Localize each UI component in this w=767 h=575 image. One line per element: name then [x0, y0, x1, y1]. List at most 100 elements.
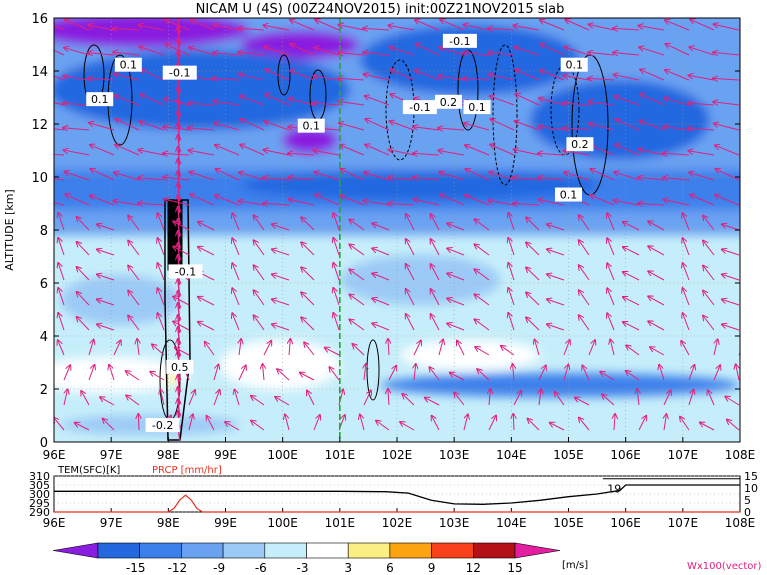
- contour-10: [366, 339, 380, 401]
- wind-vector: [477, 369, 490, 381]
- wind-vector: [402, 394, 415, 406]
- wind-vector: [547, 324, 565, 331]
- wind-vector: [301, 317, 315, 331]
- wind-vector: [198, 222, 215, 231]
- wind-vector: [565, 19, 590, 31]
- wind-vector: [431, 264, 440, 281]
- wind-vector: [254, 315, 265, 331]
- wind-vector: [234, 390, 240, 406]
- wind-vector: [58, 213, 65, 231]
- wind-vector: [190, 194, 215, 206]
- wind-vector: [607, 238, 615, 256]
- wind-vector: [54, 102, 65, 106]
- surface-right-tick-label: 5: [744, 494, 751, 507]
- wind-vector: [275, 397, 290, 406]
- wind-vector: [613, 28, 640, 30]
- surface-x-tick-label: 102E: [382, 516, 413, 530]
- shade-blue-core-2: [360, 25, 580, 95]
- wind-vector: [526, 217, 540, 231]
- wind-vector: [263, 25, 290, 31]
- wind-vector: [349, 319, 365, 331]
- wind-vector: [90, 145, 115, 156]
- wind-vector: [683, 238, 690, 256]
- wind-vector: [637, 389, 639, 406]
- wind-vector: [474, 219, 490, 231]
- wind-vector: [457, 341, 465, 356]
- contour-label: -0.1: [409, 101, 430, 114]
- wind-vector: [138, 414, 139, 431]
- wind-vector: [240, 119, 265, 131]
- wind-vector: [447, 248, 465, 256]
- wind-vector: [54, 75, 65, 81]
- wind-vector: [538, 127, 565, 131]
- wind-vector: [214, 25, 240, 31]
- x-tick-label: 96E: [43, 448, 66, 462]
- wind-vector: [526, 242, 540, 256]
- wind-vector: [315, 194, 340, 206]
- wind-vector: [97, 249, 115, 256]
- wind-vector: [215, 169, 240, 181]
- wind-vector: [414, 364, 416, 381]
- wind-vector: [613, 200, 640, 206]
- wind-vector: [665, 70, 690, 81]
- wind-vector: [550, 423, 565, 431]
- surface-left-tick-label: 300: [29, 488, 50, 501]
- wind-vector: [97, 324, 115, 331]
- wind-vector: [339, 123, 365, 131]
- wind-vector: [615, 119, 640, 131]
- wind-vector: [650, 347, 665, 356]
- wind-vector: [438, 151, 465, 156]
- wind-vector: [109, 365, 115, 381]
- wind-vector: [528, 419, 540, 431]
- wind-vector: [213, 53, 240, 55]
- wind-vector: [198, 247, 215, 256]
- wind-vector: [160, 389, 165, 406]
- wind-vector: [588, 78, 615, 80]
- wind-vector: [363, 28, 390, 30]
- shade-top-purple-3: [282, 126, 338, 154]
- wind-vector: [579, 215, 590, 231]
- wind-vector: [126, 395, 140, 406]
- wind-vector: [289, 339, 290, 356]
- contour-label: -0.1: [169, 67, 190, 80]
- wind-vector: [638, 26, 665, 31]
- wind-vector: [563, 128, 590, 130]
- wind-vector: [232, 213, 240, 231]
- wind-vector: [588, 340, 595, 356]
- colorbar-cell: [389, 542, 432, 559]
- wind-vector: [703, 216, 715, 231]
- wind-vector: [713, 102, 740, 106]
- wind-vector: [535, 340, 540, 356]
- wind-vector: [372, 223, 390, 231]
- surface-x-tick-label: 105E: [553, 516, 584, 530]
- wind-vector: [54, 178, 65, 181]
- wind-vector: [365, 96, 390, 106]
- wind-vector: [680, 417, 690, 431]
- wind-vector: [165, 44, 190, 56]
- wind-vector: [615, 96, 640, 106]
- wind-vector: [175, 348, 190, 356]
- wind-vector: [188, 390, 195, 406]
- contour-label-box: [166, 359, 194, 374]
- wind-vector: [138, 203, 165, 205]
- wind-vector: [607, 288, 615, 306]
- wind-vector: [579, 240, 590, 256]
- wind-vector: [626, 345, 640, 356]
- wind-vector: [463, 78, 490, 80]
- wind-vector: [463, 53, 490, 55]
- wind-vector: [238, 201, 265, 206]
- wind-vector: [475, 347, 490, 356]
- wind-vector: [703, 316, 715, 331]
- wind-vector: [663, 126, 690, 131]
- colorbar-cell-low: [52, 542, 99, 559]
- surface-panel: TEM(SFC)[K] PRCP [mm/hr] 310305300295290…: [29, 465, 758, 530]
- wind-vector: [364, 74, 390, 81]
- wind-vector: [615, 144, 640, 156]
- wind-vector: [489, 389, 490, 406]
- wind-vector: [364, 172, 390, 181]
- wind-vector: [413, 341, 421, 356]
- wind-vector: [372, 323, 390, 331]
- wind-vector: [54, 25, 65, 31]
- wind-vector: [163, 177, 190, 180]
